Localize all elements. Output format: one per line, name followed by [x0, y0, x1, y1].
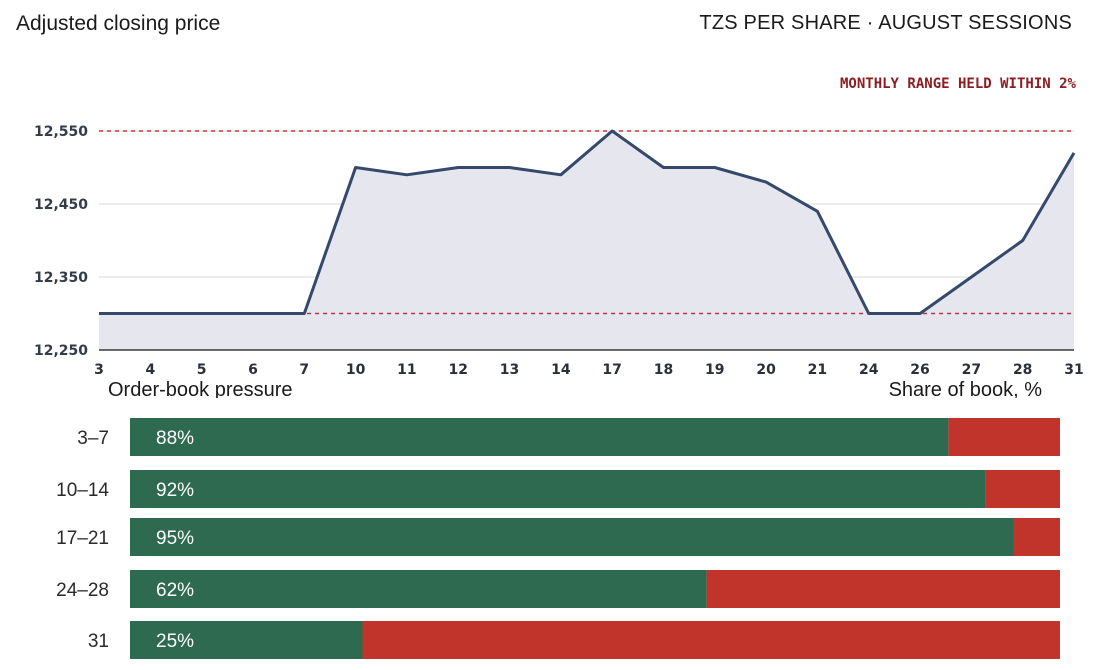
range-annotation: MONTHLY RANGE HELD WITHIN 2% — [839, 76, 1076, 92]
x-tick-label: 6 — [248, 362, 258, 378]
x-tick-label: 11 — [397, 362, 416, 378]
y-tick-label: 12,350 — [34, 270, 88, 286]
x-tick-label: 12 — [448, 362, 467, 378]
y-tick-label: 12,250 — [34, 343, 88, 359]
x-tick-label: 4 — [145, 362, 155, 378]
x-tick-label: 10 — [346, 362, 366, 378]
bar-category-label: 10–14 — [56, 480, 109, 501]
bar-value-label: 88% — [156, 428, 194, 449]
bar-sell-segment — [948, 418, 1060, 456]
x-tick-label: 20 — [756, 362, 776, 378]
x-tick-label: 17 — [602, 362, 621, 378]
chart-subtitle: TZS PER SHARE · AUGUST SESSIONS — [699, 12, 1072, 34]
x-tick-label: 26 — [910, 362, 929, 378]
bar-buy-segment — [130, 518, 1014, 556]
bar-category-label: 24–28 — [56, 580, 109, 601]
bar-buy-segment — [130, 470, 986, 508]
bar-sell-segment — [706, 570, 1060, 608]
x-tick-label: 13 — [500, 362, 519, 378]
bar-buy-segment — [130, 621, 363, 659]
x-tick-label: 3 — [94, 362, 104, 378]
bar-buy-segment — [130, 418, 949, 456]
bar-category-label: 31 — [88, 631, 109, 652]
bar-category-label: 17–21 — [56, 528, 109, 549]
bar-value-label: 25% — [156, 631, 194, 652]
chart-title: Adjusted closing price — [16, 12, 221, 35]
bar-value-label: 62% — [156, 580, 194, 601]
x-tick-label: 28 — [1013, 362, 1032, 378]
x-tick-label: 18 — [654, 362, 673, 378]
price-line — [99, 129, 1076, 315]
bar-value-label: 95% — [156, 528, 194, 549]
y-tick-label: 12,450 — [34, 197, 88, 213]
bar-chart-title: Order-book pressure — [108, 379, 293, 398]
x-tick-label: 5 — [197, 362, 207, 378]
x-tick-label: 7 — [299, 362, 309, 378]
y-tick-label: 12,550 — [34, 124, 88, 140]
bar-category-label: 3–7 — [77, 428, 109, 449]
bar-chart-unit-label: Share of book, % — [888, 379, 1042, 398]
bar-buy-segment — [130, 570, 707, 608]
order-book-bar-chart: 3–7 88% 10–14 92% 17–21 95% 24–28 62% 31 25% — [56, 418, 1060, 659]
x-tick-label: 14 — [551, 362, 571, 378]
price-line-chart: 12,250 12,350 12,450 12,550 3 4 5 6 7 10 11 12 13 14 1… — [34, 124, 1084, 378]
x-tick-label: 24 — [859, 362, 879, 378]
x-tick-label: 31 — [1064, 362, 1083, 378]
bar-sell-segment — [1013, 518, 1060, 556]
x-tick-label: 19 — [705, 362, 724, 378]
x-tick-label: 27 — [962, 362, 981, 378]
price-area — [99, 131, 1074, 350]
bar-sell-segment — [362, 621, 1060, 659]
bar-sell-segment — [985, 470, 1060, 508]
bar-value-label: 92% — [156, 480, 194, 501]
x-tick-label: 21 — [808, 362, 827, 378]
